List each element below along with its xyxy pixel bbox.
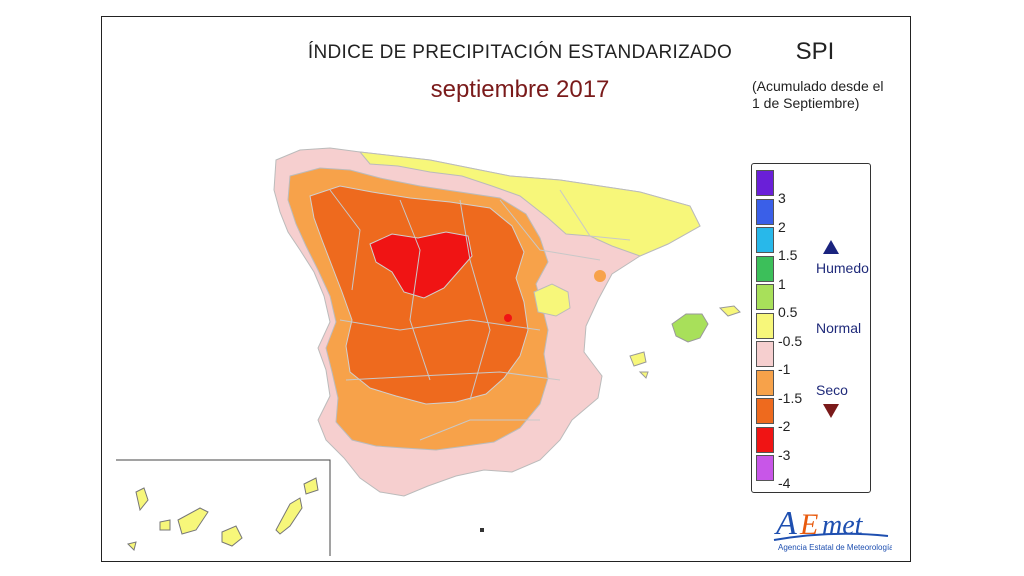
northern-normal-zone [358, 151, 701, 257]
fuerteventura [275, 497, 303, 535]
canary-inset-frame [116, 459, 331, 556]
ibiza [629, 351, 647, 367]
legend-tick-label: -1.5 [778, 389, 803, 406]
menorca [718, 305, 741, 317]
legend-tick-label: -1 [778, 361, 791, 377]
legend-wet-label: Humedo [816, 260, 869, 276]
index-name: SPI [795, 38, 835, 65]
small-dot [480, 528, 484, 532]
legend-swatch [756, 170, 774, 196]
map-subtitle: septiembre 2017 [430, 76, 610, 103]
el-hierro [127, 541, 137, 551]
legend-swatch [756, 255, 774, 282]
legend-swatch [756, 284, 774, 310]
legend-swatch [756, 312, 774, 339]
svg-text:E: E [799, 508, 818, 541]
legend-tick-label: 1.5 [778, 247, 798, 263]
formentera [638, 371, 649, 379]
east-coast-spot [594, 270, 606, 282]
legend-tick-label: 0.5 [778, 304, 798, 320]
legend-tick-label: 3 [778, 190, 786, 206]
legend-swatch [756, 227, 774, 253]
legend-swatch [756, 341, 774, 367]
map-title: ÍNDICE DE PRECIPITACIÓN ESTANDARIZADO [307, 42, 733, 63]
mallorca [671, 313, 709, 343]
legend-tick-label: -0.5 [778, 332, 803, 349]
accumulation-note: (Acumulado desde el 1 de Septiembre) [752, 78, 902, 112]
legend-dry-label: Seco [816, 382, 848, 398]
lanzarote [303, 477, 319, 495]
legend-tick-label: -2 [778, 418, 791, 434]
dry-spot [504, 314, 512, 322]
legend-tick-label: 2 [778, 218, 786, 235]
dry-zone-extreme [369, 231, 473, 299]
legend-swatch [756, 398, 774, 424]
note-line-2: 1 de Septiembre) [752, 95, 860, 111]
gran-canaria [221, 525, 243, 547]
spi-legend: 3 2 1.5 1 0.5 -0.5 -1 -1.5 -2 -3 -4 [751, 163, 871, 493]
la-palma [135, 487, 149, 512]
la-gomera [159, 519, 171, 531]
legend-swatch [756, 198, 774, 225]
legend-swatch [756, 426, 774, 453]
legend-tick-label: -3 [778, 446, 791, 463]
legend-swatch [756, 455, 774, 481]
normal-spot [533, 283, 571, 317]
note-line-1: (Acumulado desde el [752, 78, 884, 94]
province-borders [329, 189, 631, 441]
legend-tick-label: 1 [778, 275, 786, 292]
legend-normal-label: Normal [816, 320, 862, 336]
svg-text:A: A [774, 505, 797, 542]
tenerife [177, 507, 209, 535]
wet-arrow-icon [823, 240, 839, 254]
svg-text:Agencia Estatal de Meteorologí: Agencia Estatal de Meteorología [778, 543, 892, 552]
legend-swatch [756, 369, 774, 396]
dry-arrow-icon [823, 404, 839, 418]
aemet-logo: A E met Agencia Estatal de Meteorología [772, 500, 894, 556]
svg-text:met: met [822, 510, 864, 541]
legend-tick-label: -4 [778, 475, 791, 491]
